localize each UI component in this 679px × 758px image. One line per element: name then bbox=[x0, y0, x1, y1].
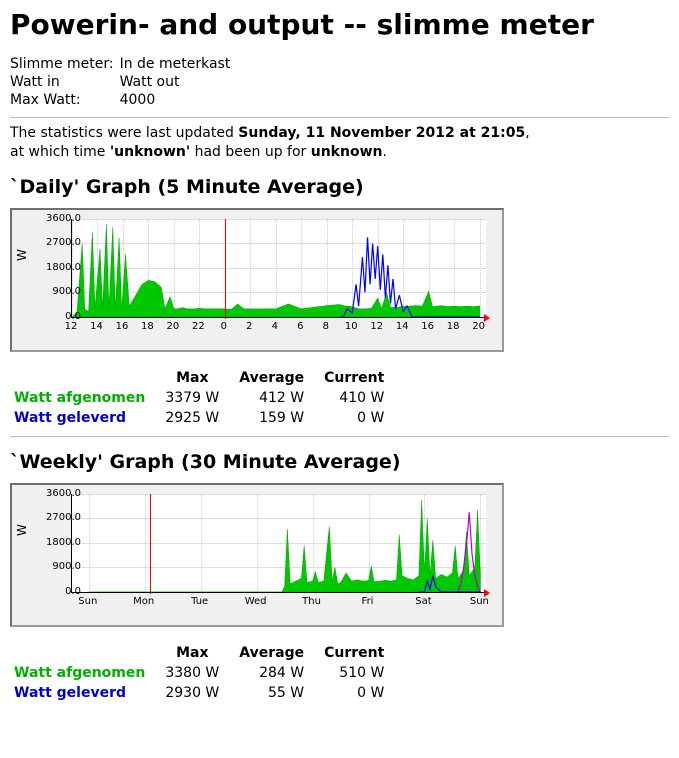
stats-end: . bbox=[382, 144, 386, 160]
stats-cur: 410 W bbox=[314, 388, 394, 408]
stats-updated-line: The statistics were last updated Sunday,… bbox=[10, 124, 669, 162]
stats-h-max: Max bbox=[155, 643, 229, 663]
weekly-chart-frame: W 0.0900.01800.02700.03600.0SunMonTueWed… bbox=[10, 483, 504, 627]
stats-row: Watt afgenomen 3379 W 412 W 410 W bbox=[14, 388, 394, 408]
y-unit-label: W bbox=[15, 524, 29, 536]
stats-comma: , bbox=[525, 125, 529, 141]
daily-heading: `Daily' Graph (5 Minute Average) bbox=[10, 176, 669, 198]
stats-max: 2930 W bbox=[155, 683, 229, 703]
stats-max: 3380 W bbox=[155, 663, 229, 683]
stats-max: 3379 W bbox=[155, 388, 229, 408]
stats-h-blank bbox=[14, 643, 155, 663]
stats-cur: 510 W bbox=[314, 663, 394, 683]
stats-h-avg: Average bbox=[229, 643, 314, 663]
stats-row: Watt afgenomen 3380 W 284 W 510 W bbox=[14, 663, 394, 683]
stats-label-afgenomen: Watt afgenomen bbox=[14, 663, 155, 683]
meta-val: In de meterkast bbox=[120, 55, 235, 73]
weekly-chart: W 0.0900.01800.02700.03600.0SunMonTueWed… bbox=[13, 486, 501, 624]
stats-h-blank bbox=[14, 368, 155, 388]
stats-l2b: had been up for bbox=[190, 144, 311, 160]
stats-avg: 159 W bbox=[229, 408, 314, 428]
divider bbox=[10, 117, 669, 118]
stats-row: Watt geleverd 2925 W 159 W 0 W bbox=[14, 408, 394, 428]
weekly-stats-table: Max Average Current Watt afgenomen 3380 … bbox=[14, 643, 394, 703]
stats-prefix: The statistics were last updated bbox=[10, 125, 238, 141]
stats-date: Sunday, 11 November 2012 at 21:05 bbox=[238, 125, 525, 141]
page-title: Powerin- and output -- slimme meter bbox=[10, 8, 669, 41]
stats-cur: 0 W bbox=[314, 683, 394, 703]
meta-key: Watt in bbox=[10, 73, 120, 91]
meta-key: Max Watt: bbox=[10, 91, 120, 109]
meta-row: Slimme meter:In de meterkast bbox=[10, 55, 234, 73]
stats-avg: 284 W bbox=[229, 663, 314, 683]
stats-h-cur: Current bbox=[314, 643, 394, 663]
stats-h-avg: Average bbox=[229, 368, 314, 388]
weekly-heading: `Weekly' Graph (30 Minute Average) bbox=[10, 451, 669, 473]
stats-row: Watt geleverd 2930 W 55 W 0 W bbox=[14, 683, 394, 703]
daily-chart: W 0.0900.01800.02700.03600.0121416182022… bbox=[13, 211, 501, 349]
stats-avg: 55 W bbox=[229, 683, 314, 703]
meta-val: Watt out bbox=[120, 73, 235, 91]
stats-host: 'unknown' bbox=[110, 144, 190, 160]
stats-header-row: Max Average Current bbox=[14, 643, 394, 663]
meta-key: Slimme meter: bbox=[10, 55, 120, 73]
stats-l2a: at which time bbox=[10, 144, 110, 160]
meta-table: Slimme meter:In de meterkast Watt inWatt… bbox=[10, 55, 234, 109]
daily-stats-table: Max Average Current Watt afgenomen 3379 … bbox=[14, 368, 394, 428]
stats-label-geleverd: Watt geleverd bbox=[14, 683, 155, 703]
stats-cur: 0 W bbox=[314, 408, 394, 428]
stats-h-cur: Current bbox=[314, 368, 394, 388]
meta-val: 4000 bbox=[120, 91, 235, 109]
meta-row: Max Watt:4000 bbox=[10, 91, 234, 109]
stats-h-max: Max bbox=[155, 368, 229, 388]
y-unit-label: W bbox=[15, 249, 29, 261]
stats-avg: 412 W bbox=[229, 388, 314, 408]
daily-chart-frame: W 0.0900.01800.02700.03600.0121416182022… bbox=[10, 208, 504, 352]
stats-label-geleverd: Watt geleverd bbox=[14, 408, 155, 428]
stats-label-afgenomen: Watt afgenomen bbox=[14, 388, 155, 408]
meta-row: Watt inWatt out bbox=[10, 73, 234, 91]
stats-uptime: unknown bbox=[311, 144, 383, 160]
divider bbox=[10, 436, 669, 437]
stats-header-row: Max Average Current bbox=[14, 368, 394, 388]
stats-max: 2925 W bbox=[155, 408, 229, 428]
